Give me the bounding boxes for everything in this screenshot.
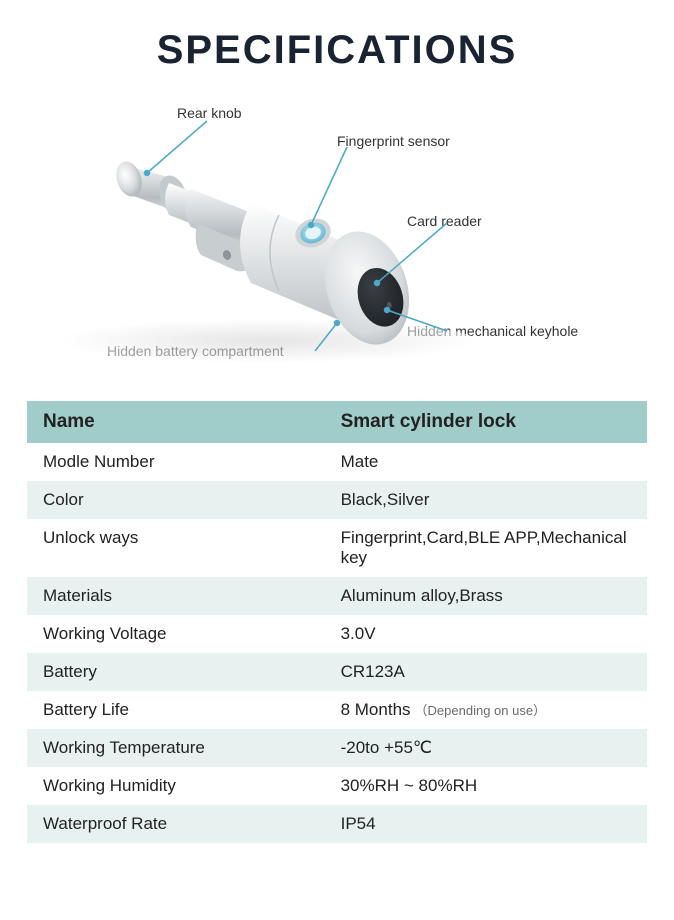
row-label: Working Voltage [27,615,325,653]
row-value: 30%RH ~ 80%RH [325,767,647,805]
table-row: BatteryCR123A [27,653,647,691]
table-body: Modle NumberMateColorBlack,SilverUnlock … [27,443,647,843]
header-label: Name [27,401,325,443]
row-label: Battery [27,653,325,691]
page-title: SPECIFICATIONS [157,28,518,73]
spec-table: Name Smart cylinder lock Modle NumberMat… [27,401,647,843]
table-row: Waterproof RateIP54 [27,805,647,843]
table-row: Working Temperature-20to +55℃ [27,729,647,767]
row-label: Working Humidity [27,767,325,805]
header-value: Smart cylinder lock [325,401,647,443]
table-row: ColorBlack,Silver [27,481,647,519]
table-row: Modle NumberMate [27,443,647,481]
row-label: Waterproof Rate [27,805,325,843]
row-label: Unlock ways [27,519,325,577]
row-label: Battery Life [27,691,325,729]
row-value: 8 Months（Depending on use） [325,691,647,729]
row-value: IP54 [325,805,647,843]
row-label: Materials [27,577,325,615]
product-diagram: Rear knob Fingerprint sensor Card reader… [47,83,627,383]
table-row: Unlock waysFingerprint,Card,BLE APP,Mech… [27,519,647,577]
row-value: Black,Silver [325,481,647,519]
table-row: Working Humidity30%RH ~ 80%RH [27,767,647,805]
table-row: Battery Life8 Months（Depending on use） [27,691,647,729]
row-value: -20to +55℃ [325,729,647,767]
lock-illustration [47,83,627,383]
row-value: 3.0V [325,615,647,653]
table-row: MaterialsAluminum alloy,Brass [27,577,647,615]
table-header-row: Name Smart cylinder lock [27,401,647,443]
row-label: Working Temperature [27,729,325,767]
row-value: Mate [325,443,647,481]
table-row: Working Voltage3.0V [27,615,647,653]
row-label: Color [27,481,325,519]
row-note: （Depending on use） [415,703,547,718]
row-value: Fingerprint,Card,BLE APP,Mechanical key [325,519,647,577]
row-value: Aluminum alloy,Brass [325,577,647,615]
specifications-page: SPECIFICATIONS Rear knob Fingerprint sen… [0,0,674,920]
row-value: CR123A [325,653,647,691]
row-label: Modle Number [27,443,325,481]
